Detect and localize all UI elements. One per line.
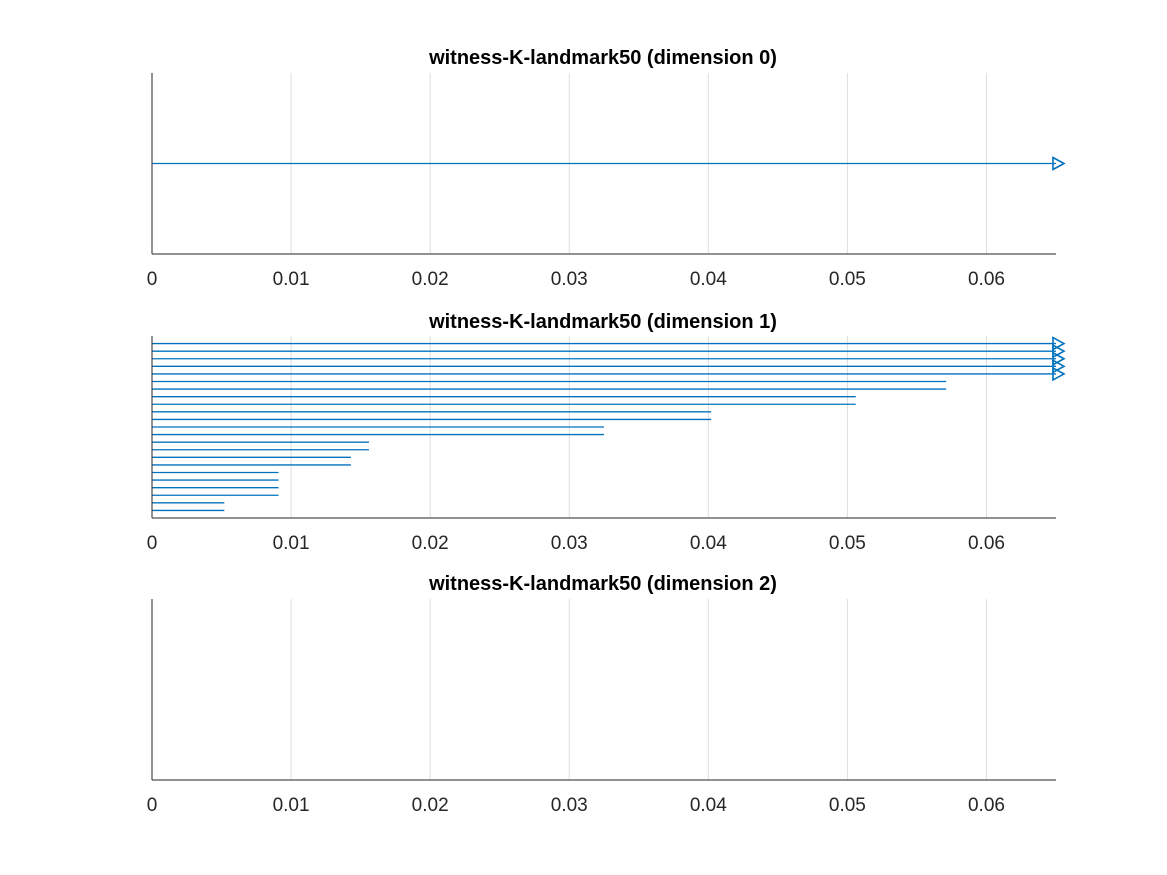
x-tick-label: 0 xyxy=(147,533,158,554)
barcode-bars xyxy=(152,336,1066,512)
infinite-bar-arrow xyxy=(1052,366,1066,382)
x-tick-label: 0.06 xyxy=(968,795,1005,816)
axes xyxy=(151,73,1056,255)
x-tick-label: 0.05 xyxy=(829,533,866,554)
x-tick-label: 0.06 xyxy=(968,533,1005,554)
x-tick-label: 0.01 xyxy=(273,795,310,816)
axes xyxy=(151,599,1056,781)
x-tick-label: 0.04 xyxy=(690,269,727,290)
x-tick-label: 0.01 xyxy=(273,269,310,290)
x-tick-labels: 0 0.01 0.02 0.03 0.04 0.05 0.06 xyxy=(147,795,1005,816)
barcode-panel-dimension-0: witness-K-landmark50 (dimension 0) 0 0.01… xyxy=(147,47,1066,290)
barcode-bars xyxy=(152,156,1066,171)
x-tick-label: 0.02 xyxy=(412,533,449,554)
x-tick-label: 0.02 xyxy=(412,795,449,816)
x-tick-label: 0.05 xyxy=(829,269,866,290)
x-tick-label: 0.03 xyxy=(551,533,588,554)
infinite-bar-arrow xyxy=(1052,351,1066,367)
x-tick-labels: 0 0.01 0.02 0.03 0.04 0.05 0.06 xyxy=(147,269,1005,290)
x-tick-labels: 0 0.01 0.02 0.03 0.04 0.05 0.06 xyxy=(147,533,1005,554)
x-tick-label: 0.04 xyxy=(690,795,727,816)
x-tick-label: 0.03 xyxy=(551,269,588,290)
x-tick-label: 0.02 xyxy=(412,269,449,290)
axes xyxy=(151,336,1056,519)
x-tick-label: 0.03 xyxy=(551,795,588,816)
barcode-panel-dimension-2: witness-K-landmark50 (dimension 2) 0 0.01… xyxy=(147,573,1056,816)
x-tick-label: 0.06 xyxy=(968,269,1005,290)
x-tick-label: 0.04 xyxy=(690,533,727,554)
infinite-bar-arrow xyxy=(1052,336,1066,351)
x-tick-label: 0 xyxy=(147,269,158,290)
x-tick-label: 0.01 xyxy=(273,533,310,554)
infinite-bar-arrow xyxy=(1052,156,1066,171)
barcode-panel-dimension-1: witness-K-landmark50 (dimension 1) 0 0.01… xyxy=(147,311,1066,554)
x-grid xyxy=(290,599,987,780)
panel-title: witness-K-landmark50 (dimension 0) xyxy=(428,47,777,69)
infinite-bar-arrow xyxy=(1052,343,1066,359)
infinite-bar-arrow xyxy=(1052,358,1066,374)
panel-title: witness-K-landmark50 (dimension 1) xyxy=(428,311,777,333)
x-tick-label: 0 xyxy=(147,795,158,816)
panel-title: witness-K-landmark50 (dimension 2) xyxy=(428,573,777,595)
x-tick-label: 0.05 xyxy=(829,795,866,816)
